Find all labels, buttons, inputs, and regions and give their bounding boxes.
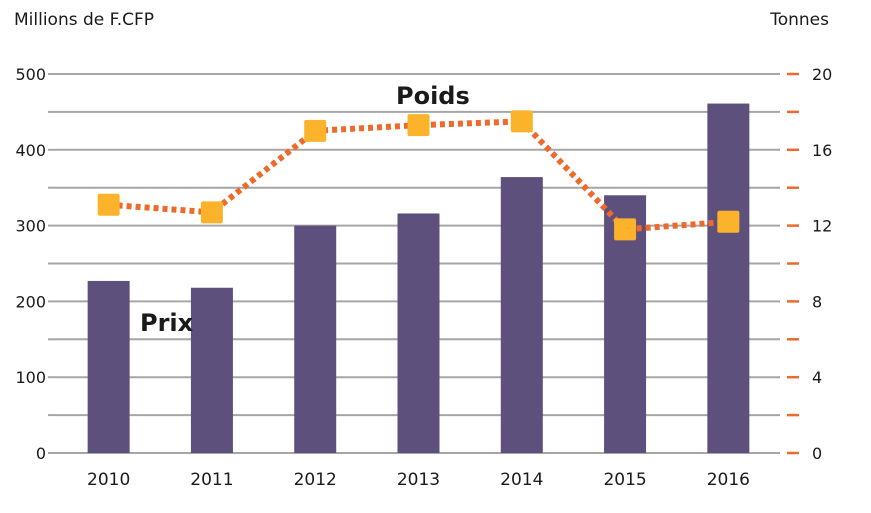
left-axis-title: Millions de F.CFP xyxy=(14,10,154,30)
right-axis: 0 4 8 12 16 20 xyxy=(787,65,832,463)
poids-marker-2011 xyxy=(200,201,223,224)
x-tick-label: 2015 xyxy=(603,470,646,490)
right-tick-label: 12 xyxy=(812,217,832,236)
bar-2011 xyxy=(190,287,233,453)
right-tick-label: 20 xyxy=(812,65,832,84)
bar-2014 xyxy=(500,177,543,453)
bar-2016 xyxy=(707,103,750,453)
right-axis-title: Tonnes xyxy=(769,10,829,30)
poids-marker-2013 xyxy=(407,114,430,137)
bar-2012 xyxy=(294,225,337,453)
poids-marker-2014 xyxy=(510,110,533,133)
right-tick-label: 4 xyxy=(812,368,822,387)
poids-marker-2015 xyxy=(614,218,637,241)
left-tick-label: 200 xyxy=(15,292,46,311)
x-axis: 2010 2011 2012 2013 2014 2015 2016 xyxy=(87,470,750,490)
left-tick-label: 0 xyxy=(36,444,46,463)
x-tick-label: 2012 xyxy=(294,470,337,490)
x-tick-label: 2013 xyxy=(397,470,440,490)
right-tick-label: 16 xyxy=(812,141,832,160)
left-axis: 0 100 200 300 400 500 xyxy=(15,65,57,463)
x-tick-label: 2011 xyxy=(190,470,233,490)
right-tick-label: 8 xyxy=(812,292,822,311)
x-tick-label: 2016 xyxy=(707,470,750,490)
line-series-annotation: Poids xyxy=(396,82,470,110)
x-tick-label: 2014 xyxy=(500,470,543,490)
x-tick-label: 2010 xyxy=(87,470,130,490)
bar-series-annotation: Prix xyxy=(140,309,194,337)
poids-marker-2016 xyxy=(717,210,740,233)
bar-2013 xyxy=(397,213,440,453)
poids-marker-2010 xyxy=(97,193,120,216)
left-tick-label: 400 xyxy=(15,141,46,160)
bar-series-prix xyxy=(87,103,750,453)
poids-marker-2012 xyxy=(304,119,327,142)
left-tick-label: 100 xyxy=(15,368,46,387)
left-tick-label: 500 xyxy=(15,65,46,84)
right-tick-label: 0 xyxy=(812,444,822,463)
line-series-poids xyxy=(97,110,740,241)
bar-2010 xyxy=(87,280,130,453)
left-tick-label: 300 xyxy=(15,217,46,236)
